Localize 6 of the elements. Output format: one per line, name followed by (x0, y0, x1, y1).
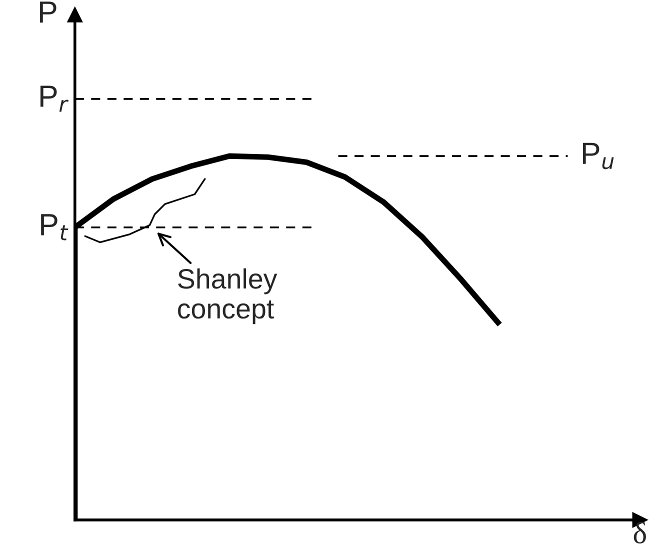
annotation: Shanley concept (178, 268, 278, 324)
ref-line-label: P$_{r}$ (40, 86, 69, 112)
ref-line-label: P$_{t}$ (41, 214, 68, 240)
ref-line-label: P$_{u}$ (582, 142, 614, 170)
y-axis-title: P (40, 2, 56, 23)
x-axis-title: δ (634, 522, 646, 544)
